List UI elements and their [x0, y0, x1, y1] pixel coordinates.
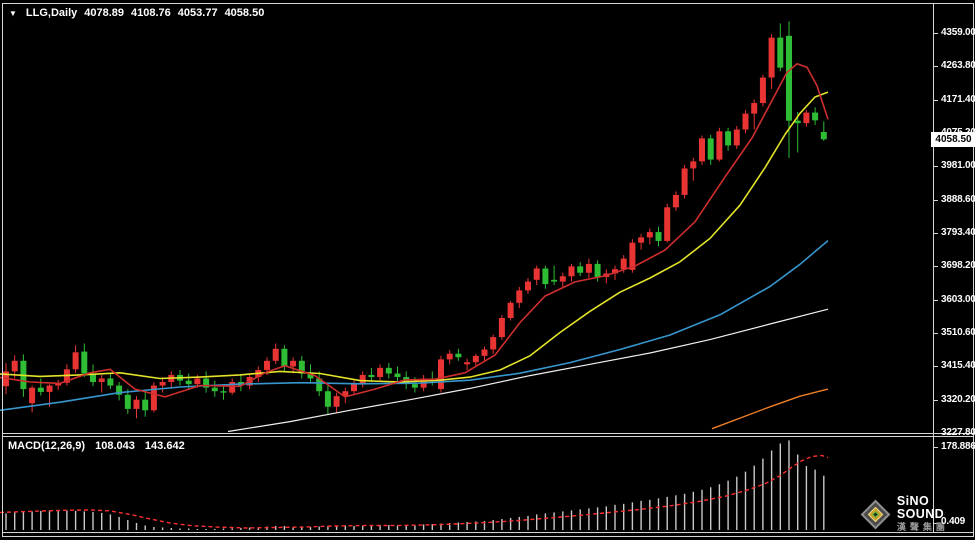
low-value: 4053.77 [177, 7, 218, 19]
symbol-marker-icon: ▼ [9, 8, 17, 18]
price-tick-mark [933, 166, 938, 168]
macd-max-label: 178.886 [941, 441, 975, 452]
symbol-label: LLG,Daily [25, 7, 78, 19]
price-tick-label: 3698.20 [941, 260, 975, 272]
price-tick-label: 3227.80 [941, 427, 975, 438]
price-tick-mark [933, 66, 938, 68]
price-axis-line [933, 4, 934, 532]
macd-main-value: 108.043 [95, 440, 135, 452]
diamond-logo-icon [860, 497, 892, 531]
price-tick-mark [933, 399, 938, 401]
macd-max-tick [933, 447, 938, 448]
logo-title: SiNO SOUND [896, 494, 945, 521]
price-tick-label: 4359.00 [941, 27, 975, 38]
high-value: 4108.76 [131, 7, 171, 19]
macd-indicator-label: MACD(12,26,9) 108.043 143.642 [8, 440, 192, 452]
macd-pane-bottom [2, 532, 973, 533]
open-value: 4078.89 [84, 7, 125, 19]
price-tick-label: 3888.60 [941, 193, 975, 205]
price-tick-label: 3415.40 [941, 360, 975, 372]
price-tick-mark [933, 233, 938, 234]
price-tick-label: 3603.00 [941, 293, 975, 305]
left-border [2, 3, 3, 536]
bottom-border [2, 536, 974, 537]
price-tick-mark [933, 99, 938, 101]
macd-pane-divider [2, 436, 973, 437]
macd-min-label: 0.409 [941, 516, 966, 527]
price-tick-mark [933, 199, 938, 201]
price-tick-label: 3981.00 [941, 160, 975, 172]
price-tick-mark [933, 266, 938, 268]
macd-name: MACD(12,26,9) [8, 440, 86, 452]
sino-sound-logo: SiNO SOUND 漢聲集團 [860, 495, 975, 533]
price-tick-label: 4263.80 [941, 60, 975, 72]
price-tick-label: 3793.40 [941, 227, 975, 238]
price-tick-mark [933, 366, 938, 368]
price-tick-mark [933, 333, 938, 334]
chart-header: ▼ LLG,Daily 4078.89 4108.76 4053.77 4058… [9, 7, 271, 19]
price-tick-label: 3320.20 [941, 393, 975, 405]
price-tick-mark [933, 33, 938, 34]
logo-text: SiNO SOUND 漢聲集團 [897, 495, 975, 533]
price-tick-mark [933, 299, 938, 301]
price-tick-label: 3510.60 [941, 327, 975, 338]
price-tick-mark [933, 433, 938, 434]
macd-min-tick [933, 523, 938, 524]
close-value: 4058.50 [224, 7, 265, 19]
top-border [2, 3, 973, 4]
right-border [973, 3, 974, 536]
macd-signal-value: 143.642 [144, 440, 185, 452]
logo-subtitle: 漢聲集團 [896, 522, 949, 532]
current-price-badge: 4058.50 [931, 132, 975, 147]
price-tick-label: 4171.40 [941, 93, 975, 105]
price-pane-divider [2, 433, 973, 434]
